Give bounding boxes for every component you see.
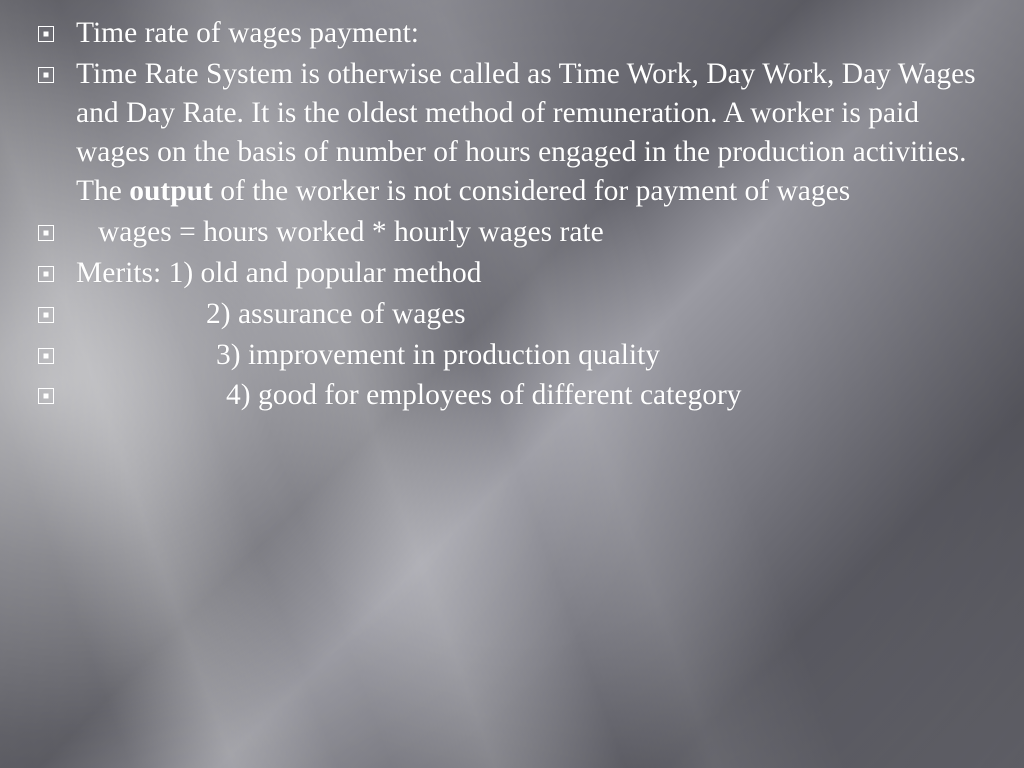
bullet-list: Time rate of wages payment: Time Rate Sy… xyxy=(38,14,986,415)
list-item: Merits: 1) old and popular method xyxy=(38,254,986,293)
bullet-text: 4) good for employees of different categ… xyxy=(76,376,742,415)
square-bullet-icon xyxy=(38,26,54,42)
list-item: 4) good for employees of different categ… xyxy=(38,376,986,415)
list-item: Time Rate System is otherwise called as … xyxy=(38,55,986,211)
square-bullet-icon xyxy=(38,266,54,282)
square-bullet-icon xyxy=(38,388,54,404)
square-bullet-icon xyxy=(38,348,54,364)
bullet-text: 2) assurance of wages xyxy=(76,295,466,334)
bullet-text: Time rate of wages payment: xyxy=(76,14,419,53)
bullet-text: Time Rate System is otherwise called as … xyxy=(76,55,986,211)
square-bullet-icon xyxy=(38,307,54,323)
bullet-text: 3) improvement in production quality xyxy=(76,336,660,375)
list-item: 2) assurance of wages xyxy=(38,295,986,334)
square-bullet-icon xyxy=(38,67,54,83)
list-item: wages = hours worked * hourly wages rate xyxy=(38,213,986,252)
square-bullet-icon xyxy=(38,225,54,241)
bullet-text: wages = hours worked * hourly wages rate xyxy=(76,213,604,252)
slide-body: Time rate of wages payment: Time Rate Sy… xyxy=(0,0,1024,437)
bullet-text: Merits: 1) old and popular method xyxy=(76,254,482,293)
list-item: 3) improvement in production quality xyxy=(38,336,986,375)
list-item: Time rate of wages payment: xyxy=(38,14,986,53)
